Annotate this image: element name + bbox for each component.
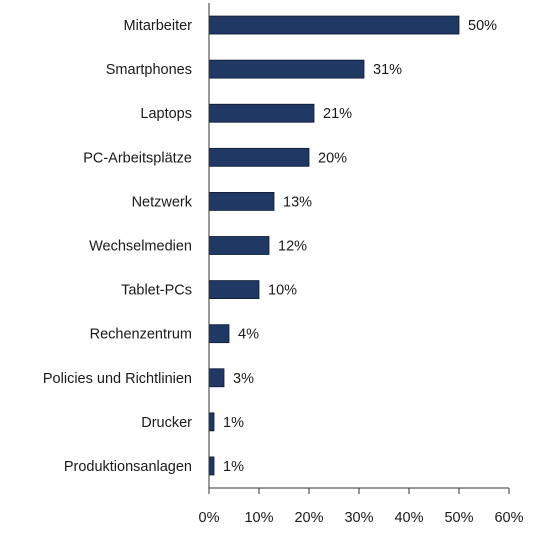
value-label: 31% [373, 62, 402, 78]
bar [208, 236, 270, 255]
value-label: 4% [238, 327, 259, 343]
bars-layer [208, 15, 460, 476]
x-tick-label: 20% [294, 510, 323, 526]
x-tick-label: 40% [394, 510, 423, 526]
value-label: 1% [223, 459, 244, 475]
category-label: Rechenzentrum [90, 327, 192, 343]
bar [208, 412, 215, 432]
x-tick-label: 30% [344, 510, 373, 526]
value-label: 1% [223, 415, 244, 431]
category-label: Policies und Richtlinien [43, 371, 192, 387]
category-label: Drucker [141, 415, 192, 431]
category-label: Mitarbeiter [124, 18, 193, 34]
category-label: Wechselmedien [89, 239, 192, 255]
category-label: PC-Arbeitsplätze [83, 150, 192, 166]
value-label: 10% [268, 283, 297, 299]
value-label: 13% [283, 194, 312, 210]
bar [208, 324, 230, 344]
bar [208, 280, 260, 299]
bar [208, 368, 225, 388]
bar [208, 192, 275, 211]
value-label: 21% [323, 106, 352, 122]
category-label: Laptops [140, 106, 192, 122]
category-label: Smartphones [106, 62, 192, 78]
x-tick-label: 50% [444, 510, 473, 526]
x-tick-label: 60% [494, 510, 523, 526]
bar [208, 456, 215, 476]
value-label: 50% [468, 18, 497, 34]
value-label: 3% [233, 371, 254, 387]
category-label: Netzwerk [132, 194, 193, 210]
x-tick-label: 0% [199, 510, 220, 526]
value-label: 12% [278, 239, 307, 255]
x-tick-label: 10% [244, 510, 273, 526]
bar [208, 59, 365, 79]
bar [208, 147, 310, 167]
value-label: 20% [318, 150, 347, 166]
x-axis: 0% 10% 20% 30% 40% 50% 60% [199, 3, 524, 526]
category-label: Tablet-PCs [121, 283, 192, 299]
category-label: Produktionsanlagen [64, 459, 192, 475]
bar [208, 103, 315, 123]
bar [208, 15, 460, 35]
labels-layer: Mitarbeiter 50% Smartphones 31% Laptops 21% PC… [43, 18, 497, 475]
